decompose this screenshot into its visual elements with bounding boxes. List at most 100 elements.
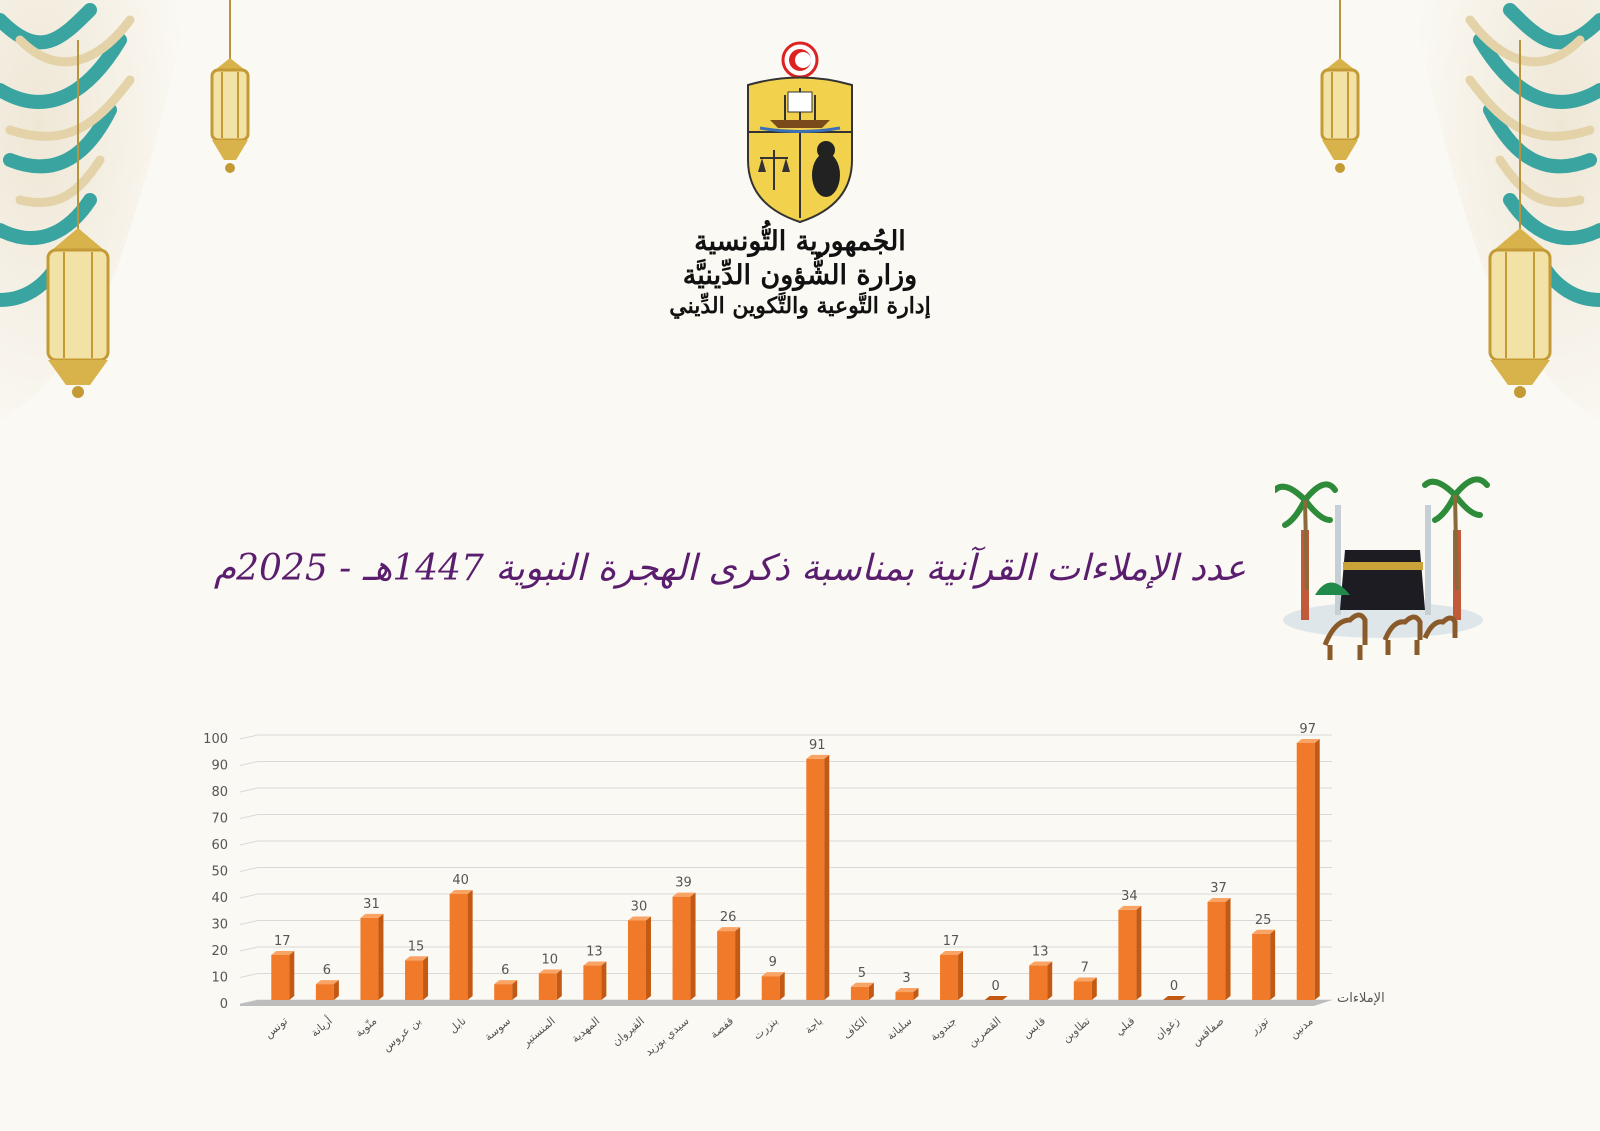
- x-category-label: بن عروس: [380, 1014, 424, 1054]
- gridline: [239, 840, 259, 846]
- bar-top: [1207, 897, 1231, 902]
- x-category-label: مدنين: [1287, 1014, 1316, 1041]
- data-label: 3: [902, 971, 910, 986]
- x-category-label: القيروان: [610, 1014, 647, 1048]
- y-tick-label: 0: [220, 997, 228, 1012]
- x-category-label: تطاوين: [1060, 1014, 1093, 1045]
- y-tick-label: 60: [211, 838, 228, 853]
- bar-top: [717, 927, 741, 932]
- bar: [717, 931, 736, 1000]
- bar-side: [958, 950, 964, 1000]
- data-label: 13: [1032, 945, 1049, 960]
- gridline: [239, 893, 259, 899]
- bar-side: [1225, 897, 1231, 1000]
- y-tick-label: 10: [211, 971, 228, 986]
- data-label: 15: [408, 939, 425, 954]
- bar-top: [627, 916, 651, 921]
- data-label: 31: [363, 897, 380, 912]
- bar-top: [449, 890, 473, 894]
- x-category-label: صفاقس: [1189, 1014, 1226, 1048]
- page-title: عدد الإملاءات القرآنية بمناسبة ذكرى الهج…: [213, 548, 1247, 589]
- legend-series-label: الإملاءات: [1337, 991, 1385, 1006]
- data-label: 37: [1210, 881, 1227, 896]
- header: الجُمهورية التُّونسية وزارة الشُّؤون الد…: [0, 40, 1600, 320]
- bar-top: [315, 980, 339, 985]
- bar: [583, 965, 602, 1000]
- x-category-label: سليانة: [884, 1014, 914, 1042]
- bar-top: [761, 972, 785, 977]
- bar-top: [672, 892, 696, 897]
- chart-floor: [240, 1000, 1332, 1006]
- gridline: [239, 920, 259, 925]
- x-category-label: سوسة: [482, 1014, 513, 1043]
- bar: [895, 992, 914, 1000]
- lantern-icon: [1488, 40, 1552, 398]
- bar-top: [850, 982, 874, 987]
- bar-side: [333, 980, 339, 1000]
- gridline: [239, 734, 259, 740]
- bar-top: [1073, 977, 1097, 982]
- x-category-label: باجة: [802, 1014, 825, 1036]
- gridline: [239, 946, 259, 952]
- y-tick-label: 90: [211, 759, 228, 774]
- y-tick-label: 80: [211, 785, 228, 800]
- x-category-label: نابل: [447, 1014, 469, 1035]
- data-label: 17: [943, 934, 960, 949]
- bar-top: [806, 754, 830, 759]
- bar: [494, 984, 513, 1000]
- y-tick-label: 100: [203, 732, 228, 747]
- bar: [315, 984, 334, 1000]
- gridline: [239, 973, 259, 978]
- bar: [627, 920, 646, 1000]
- bar-top: [494, 980, 518, 985]
- x-category-label: قفصة: [708, 1014, 736, 1041]
- y-tick-label: 40: [211, 891, 228, 906]
- x-category-label: زغوان: [1152, 1014, 1182, 1042]
- x-category-label: المنستير: [519, 1014, 558, 1049]
- bar-top: [895, 988, 919, 993]
- bar-side: [378, 913, 384, 1000]
- x-category-label: بنزرت: [751, 1014, 781, 1042]
- bar: [1207, 901, 1226, 1000]
- gridline: [239, 787, 259, 793]
- data-label: 17: [274, 934, 291, 949]
- data-label: 97: [1299, 722, 1316, 737]
- bar-side: [1136, 905, 1142, 1000]
- bar: [449, 894, 468, 1000]
- data-label: 9: [769, 955, 777, 970]
- data-label: 5: [858, 966, 866, 981]
- data-label: 30: [631, 900, 648, 915]
- lantern-icon: [46, 40, 110, 398]
- bar-side: [913, 988, 919, 1000]
- bar-top: [1296, 738, 1320, 743]
- x-category-label: منّوبة: [353, 1014, 380, 1039]
- y-tick-label: 70: [211, 812, 228, 827]
- bar-side: [512, 980, 518, 1000]
- chart-floor-shape: [240, 1000, 1332, 1006]
- data-label: 40: [452, 873, 469, 888]
- bar: [538, 973, 557, 1000]
- data-label: 26: [720, 910, 737, 925]
- bar-top: [583, 961, 607, 966]
- bar: [271, 954, 290, 1000]
- data-label: 13: [586, 945, 603, 960]
- bar: [1296, 742, 1315, 1000]
- bar-top: [1118, 905, 1142, 910]
- bar-side: [735, 927, 741, 1000]
- x-category-label: المهدية: [569, 1014, 602, 1045]
- bar-top: [271, 950, 295, 955]
- gridline: [239, 761, 259, 766]
- bar-side: [601, 961, 607, 1000]
- lantern-icon: [210, 0, 250, 173]
- bar-top: [538, 969, 562, 974]
- x-category-label: القصرين: [965, 1014, 1003, 1049]
- bar: [1118, 909, 1137, 1000]
- corner-ornament-right: [1410, 0, 1600, 420]
- bars: [271, 738, 1320, 1000]
- gridline: [239, 814, 259, 819]
- y-tick-label: 20: [211, 944, 228, 959]
- bar: [940, 954, 959, 1000]
- x-category-label: أريانة: [308, 1014, 335, 1040]
- bar-side: [868, 982, 874, 1000]
- bar-side: [556, 969, 562, 1000]
